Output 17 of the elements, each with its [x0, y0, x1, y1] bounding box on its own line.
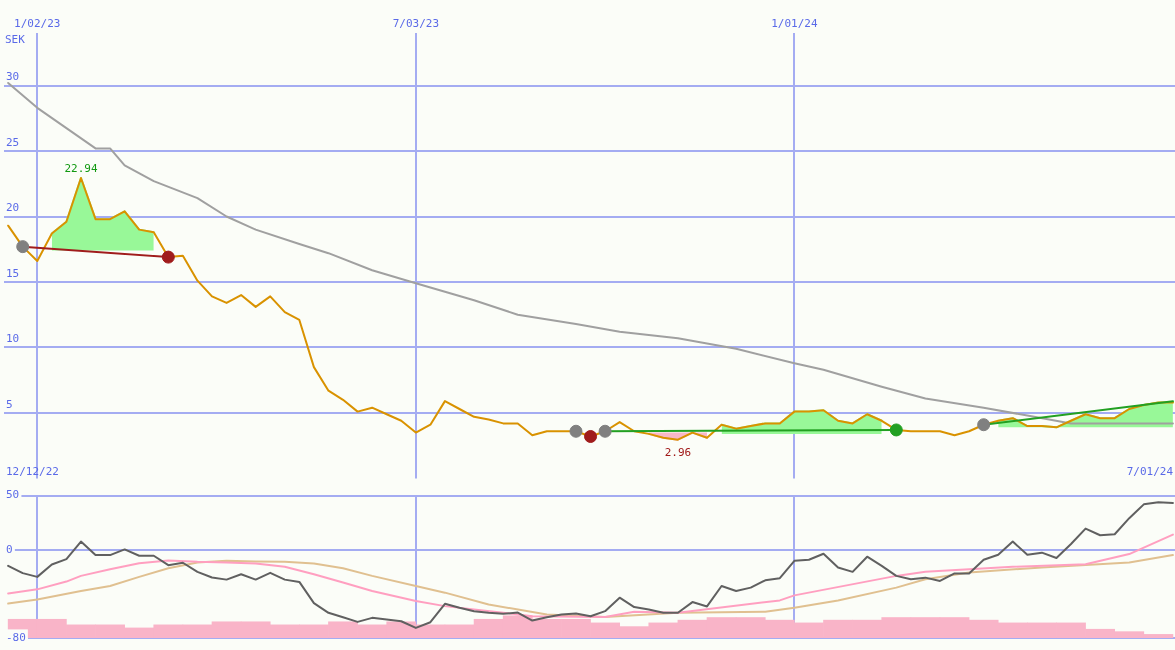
annotation: 12/12/22 [6, 465, 59, 479]
y-tick-label: 30 [6, 70, 20, 84]
y-tick-label: 10 [6, 332, 20, 346]
x-tick-label: 1/01/24 [771, 17, 818, 31]
x-tick-label: 1/02/23 [14, 17, 61, 31]
y-tick-label: 50 [6, 488, 20, 502]
x-tick-label: 7/03/23 [392, 17, 440, 31]
y-axis-title: SEK [5, 33, 26, 47]
y-tick-label: 5 [6, 397, 13, 411]
y-tick-label: 0 [6, 543, 13, 557]
y-tick-label: 25 [6, 135, 20, 149]
annotation: 22.94 [64, 162, 98, 176]
annotation: 7/01/24 [1126, 465, 1174, 479]
y-tick-label: 20 [6, 201, 20, 215]
annotation: 2.96 [664, 445, 692, 459]
y-tick-label: 15 [6, 266, 20, 280]
y-tick-label: -80 [6, 630, 26, 644]
